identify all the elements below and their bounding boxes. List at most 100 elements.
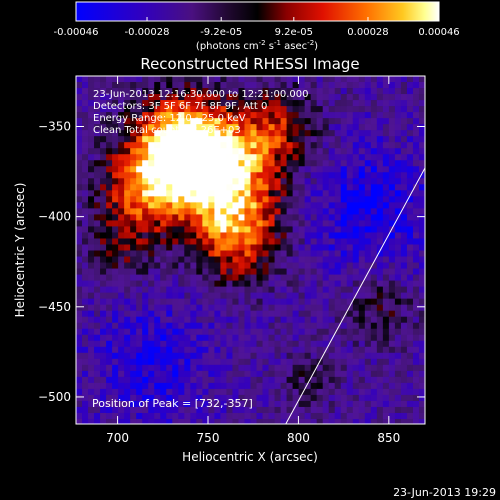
- heatmap-cell: [322, 232, 330, 239]
- heatmap-cell: [148, 328, 155, 336]
- heatmap-cell: [310, 148, 318, 155]
- heatmap-cell: [418, 220, 425, 227]
- heatmap-cell: [202, 238, 209, 245]
- heatmap-cell: [328, 76, 336, 83]
- heatmap-cell: [76, 346, 83, 354]
- heatmap-cell: [334, 100, 342, 107]
- heatmap-cell: [166, 160, 173, 167]
- heatmap-cell: [310, 172, 318, 179]
- heatmap-cell: [406, 112, 414, 119]
- heatmap-cell: [370, 238, 378, 245]
- heatmap-cell: [184, 160, 191, 167]
- heatmap-cell: [232, 250, 239, 257]
- heatmap-cell: [292, 334, 300, 342]
- heatmap-cell: [406, 238, 414, 245]
- heatmap-cell: [286, 160, 294, 167]
- heatmap-cell: [358, 178, 366, 185]
- heatmap-cell: [346, 292, 354, 300]
- heatmap-cell: [394, 298, 402, 306]
- heatmap-cell: [100, 412, 107, 420]
- heatmap-cell: [136, 262, 143, 269]
- heatmap-cell: [190, 148, 197, 155]
- heatmap-cell: [412, 196, 420, 203]
- heatmap-cell: [226, 280, 233, 288]
- heatmap-cell: [340, 328, 348, 336]
- heatmap-cell: [100, 220, 107, 227]
- heatmap-cell: [418, 262, 425, 269]
- heatmap-cell: [112, 214, 119, 221]
- heatmap-cell: [166, 370, 173, 378]
- heatmap-cell: [412, 286, 420, 294]
- heatmap-cell: [232, 208, 239, 215]
- heatmap-cell: [190, 82, 197, 89]
- heatmap-cell: [382, 412, 390, 420]
- heatmap-cell: [334, 160, 342, 167]
- heatmap-cell: [112, 394, 119, 402]
- heatmap-cell: [238, 316, 245, 324]
- heatmap-cell: [340, 388, 348, 396]
- heatmap-cell: [136, 292, 143, 300]
- heatmap-cell: [94, 220, 101, 227]
- heatmap-cell: [124, 346, 131, 354]
- heatmap-cell: [238, 352, 245, 360]
- heatmap-cell: [376, 106, 384, 113]
- heatmap-cell: [304, 370, 312, 378]
- heatmap-cell: [352, 280, 360, 288]
- heatmap-cell: [262, 76, 269, 83]
- heatmap-cell: [400, 400, 408, 408]
- heatmap-cell: [406, 322, 414, 330]
- heatmap-cell: [280, 184, 288, 191]
- heatmap-cell: [76, 160, 83, 167]
- heatmap-cell: [352, 328, 360, 336]
- heatmap-cell: [394, 94, 402, 101]
- heatmap-cell: [220, 280, 227, 288]
- heatmap-cell: [76, 250, 83, 257]
- heatmap-cell: [280, 280, 288, 288]
- heatmap-cell: [340, 358, 348, 366]
- heatmap-cell: [142, 274, 149, 281]
- heatmap-cell: [280, 262, 288, 269]
- heatmap-cell: [406, 304, 414, 312]
- heatmap-cell: [214, 136, 221, 143]
- heatmap-cell: [172, 166, 179, 173]
- heatmap-cell: [286, 298, 294, 306]
- heatmap-cell: [136, 76, 143, 83]
- heatmap-cell: [262, 316, 269, 324]
- heatmap-cell: [394, 118, 402, 125]
- heatmap-cell: [160, 220, 167, 227]
- heatmap-cell: [400, 412, 408, 420]
- heatmap-cell: [286, 208, 294, 215]
- heatmap-cell: [82, 118, 89, 125]
- heatmap-cell: [316, 292, 324, 300]
- heatmap-cell: [316, 382, 324, 390]
- heatmap-cell: [346, 322, 354, 330]
- heatmap-cell: [376, 100, 384, 107]
- heatmap-cell: [316, 238, 324, 245]
- heatmap-cell: [160, 364, 167, 372]
- heatmap-cell: [184, 130, 191, 137]
- heatmap-cell: [394, 364, 402, 372]
- heatmap-cell: [376, 124, 384, 131]
- heatmap-cell: [178, 298, 185, 306]
- heatmap-cell: [286, 250, 294, 257]
- heatmap-cell: [244, 250, 251, 257]
- heatmap-cell: [406, 76, 414, 83]
- heatmap-cell: [262, 160, 269, 167]
- heatmap-cell: [154, 334, 161, 342]
- heatmap-cell: [334, 208, 342, 215]
- heatmap-cell: [244, 340, 251, 348]
- heatmap-cell: [88, 262, 95, 269]
- heatmap-cell: [148, 418, 155, 424]
- heatmap-cell: [340, 316, 348, 324]
- heatmap-cell: [220, 100, 227, 107]
- heatmap-cell: [172, 328, 179, 336]
- heatmap-cell: [154, 292, 161, 300]
- heatmap-cell: [154, 376, 161, 384]
- heatmap-cell: [250, 118, 257, 125]
- heatmap-cell: [418, 280, 425, 288]
- heatmap-cell: [238, 178, 245, 185]
- colorbar-tick-label: -9.2e-05: [200, 27, 242, 38]
- heatmap-cell: [184, 328, 191, 336]
- heatmap-cell: [76, 148, 83, 155]
- heatmap-cell: [364, 280, 372, 288]
